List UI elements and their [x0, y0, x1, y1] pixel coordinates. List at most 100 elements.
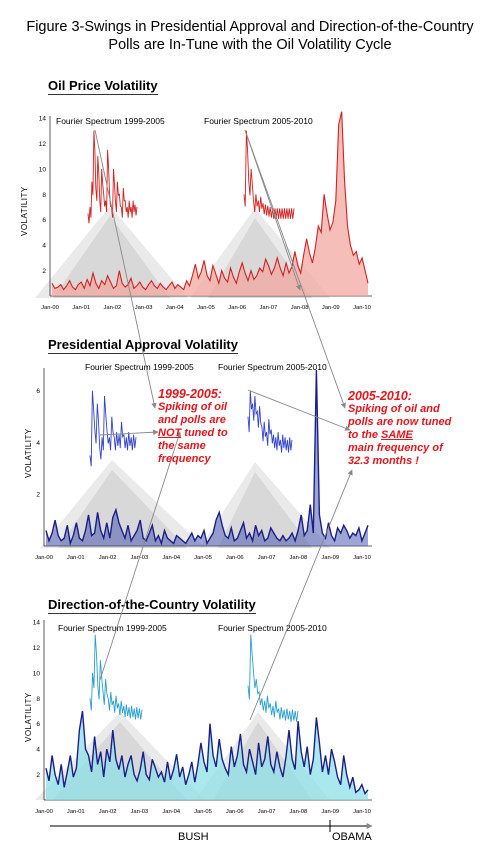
panel-title-oil: Oil Price Volatility [48, 78, 158, 95]
figure-title-line-1: Figure 3-Swings in Presidential Approval… [26, 19, 474, 35]
x-tick-label-2: Jan-02 [99, 809, 117, 815]
y-tick-label-1: 4 [42, 243, 46, 250]
x-tick-label-8: Jan-08 [290, 555, 308, 561]
x-tick-label-8: Jan-08 [290, 809, 308, 815]
figure-title-line-2: Polls are In-Tune with the Oil Volatilit… [108, 37, 392, 53]
x-tick-label-6: Jan-06 [228, 305, 246, 311]
spectrum-line-2005-2010 [243, 130, 295, 219]
connector-arrow-6 [249, 469, 353, 721]
y-tick-label-0: 2 [42, 268, 46, 275]
x-tick-label-0: Jan-00 [35, 809, 53, 815]
x-tick-label-3: Jan-03 [135, 305, 153, 311]
x-tick-label-7: Jan-07 [258, 555, 276, 561]
series-line [51, 111, 369, 291]
x-tick-label-2: Jan-02 [104, 305, 122, 311]
x-tick-label-4: Jan-04 [162, 555, 181, 561]
x-tick-label-5: Jan-05 [194, 555, 212, 561]
annotation-2005-2010: 2005-2010: Spiking of oil and polls are … [348, 390, 488, 468]
y-tick-label-5: 12 [33, 645, 41, 652]
y-tick-label-5: 12 [39, 141, 47, 148]
annotation-2005-2010-head: 2005-2010: [348, 389, 412, 403]
annotation-2005-2010-line-1: Spiking of oil and [348, 403, 440, 415]
series-area [52, 111, 368, 296]
x-tick-label-0: Jan-00 [35, 555, 53, 561]
spectrum-line-1999-2005 [89, 390, 137, 467]
x-tick-label-7: Jan-07 [260, 305, 278, 311]
annotation-1999-2005-tail-3: frequency [158, 453, 211, 465]
annotation-1999-2005-line-1: Spiking of oil [158, 401, 228, 413]
chart-panel-2: 2 4 6 8 10 12 14 Jan-00 Jan-01 Jan-02 Jan-03 Jan-04… [33, 620, 372, 815]
approval-spectrum-2005-label: Fourier Spectrum 2005-2010 [218, 362, 327, 372]
chart-panel-0: 2 4 6 8 10 12 14 Jan-00 Jan-01 Jan-02 Jan-03 Jan-04… [35, 111, 372, 311]
connector-arrow-4 [99, 429, 159, 436]
x-tick-label-4: Jan-04 [166, 305, 185, 311]
approval-spectrum-1999-label: Fourier Spectrum 1999-2005 [85, 362, 194, 372]
oil-spectrum-1999-label: Fourier Spectrum 1999-2005 [56, 116, 165, 126]
x-tick-label-3: Jan-03 [131, 809, 149, 815]
annotation-1999-2005-not: NOT [158, 427, 182, 439]
oil-spectrum-2005-label: Fourier Spectrum 2005-2010 [204, 116, 313, 126]
x-tick-label-0: Jan-00 [41, 305, 59, 311]
series-line [45, 710, 369, 796]
x-tick-label-6: Jan-06 [226, 809, 244, 815]
connector-arrow-1 [244, 129, 346, 409]
annotation-1999-2005: 1999-2005: Spiking of oil and polls are … [158, 388, 268, 466]
x-tick-label-4: Jan-04 [162, 809, 181, 815]
x-tick-label-9: Jan-09 [321, 555, 339, 561]
y-tick-label-1: 4 [36, 747, 40, 754]
y-tick-label-3: 8 [36, 696, 40, 703]
y-tick-label-2: 6 [42, 217, 46, 224]
x-tick-label-1: Jan-01 [67, 809, 85, 815]
y-tick-label-0: 2 [36, 772, 40, 779]
chart-panel-1: 246Jan-00Jan-01Jan-02Jan-03Jan-04Jan-05J… [35, 368, 372, 561]
x-tick-label-2: Jan-02 [99, 555, 117, 561]
x-tick-label-1: Jan-01 [72, 305, 90, 311]
spectrum-line-2005-2010 [247, 634, 299, 722]
x-tick-label-1: Jan-01 [67, 555, 85, 561]
connector-arrow-0 [94, 129, 157, 409]
direction-spectrum-1999-label: Fourier Spectrum 1999-2005 [58, 623, 167, 633]
era-label-bush: BUSH [178, 831, 209, 843]
connector-arrow-3 [247, 389, 351, 431]
x-tick-label-10: Jan-10 [353, 555, 371, 561]
connector-arrow-2 [244, 129, 301, 291]
spectrum-line-2005-2010 [247, 390, 293, 453]
series-area [46, 711, 368, 800]
x-tick-label-10: Jan-10 [353, 305, 371, 311]
x-tick-label-8: Jan-08 [291, 305, 309, 311]
x-tick-label-5: Jan-05 [197, 305, 215, 311]
y-tick-label-2: 6 [36, 721, 40, 728]
y-tick-label-6: 14 [39, 116, 47, 123]
y-tick-label-6: 14 [33, 620, 41, 627]
x-tick-label-10: Jan-10 [353, 809, 371, 815]
annotation-2005-2010-tail-2: 32.3 months ! [348, 455, 419, 467]
annotation-1999-2005-line-2: and polls are [158, 414, 226, 426]
era-label-obama: OBAMA [332, 831, 372, 843]
x-tick-label-6: Jan-06 [226, 555, 244, 561]
y-tick-label-4: 10 [33, 670, 41, 677]
spectrum-shadow-0 [40, 460, 205, 548]
x-tick-label-9: Jan-09 [321, 809, 339, 815]
y-tick-label-4: 10 [39, 166, 47, 173]
annotation-1999-2005-head: 1999-2005: [158, 387, 222, 401]
spectrum-line-1999-2005 [89, 634, 143, 720]
connector-arrow-5 [99, 431, 182, 681]
annotation-2005-2010-to-the: to the [348, 429, 381, 441]
annotation-2005-2010-line-2: polls are now tuned [348, 416, 452, 428]
x-tick-label-9: Jan-09 [322, 305, 340, 311]
figure-title: Figure 3-Swings in Presidential Approval… [0, 18, 500, 54]
direction-spectrum-2005-label: Fourier Spectrum 2005-2010 [218, 623, 327, 633]
y-tick-label-2: 6 [36, 388, 40, 395]
y-tick-label-3: 8 [42, 192, 46, 199]
x-tick-label-5: Jan-05 [194, 809, 212, 815]
spectrum-shadow-inner-0 [53, 216, 170, 298]
y-tick-label-0: 2 [36, 492, 40, 499]
annotation-1999-2005-tail-2: the same [158, 440, 206, 452]
annotation-2005-2010-tail-1: main frequency of [348, 442, 443, 454]
x-tick-label-7: Jan-07 [258, 809, 276, 815]
spectrum-shadow-0 [35, 206, 188, 298]
spectrum-line-1999-2005 [87, 130, 138, 224]
y-tick-label-1: 4 [36, 440, 40, 447]
panel-title-direction: Direction-of-the-Country Volatility [48, 597, 256, 614]
